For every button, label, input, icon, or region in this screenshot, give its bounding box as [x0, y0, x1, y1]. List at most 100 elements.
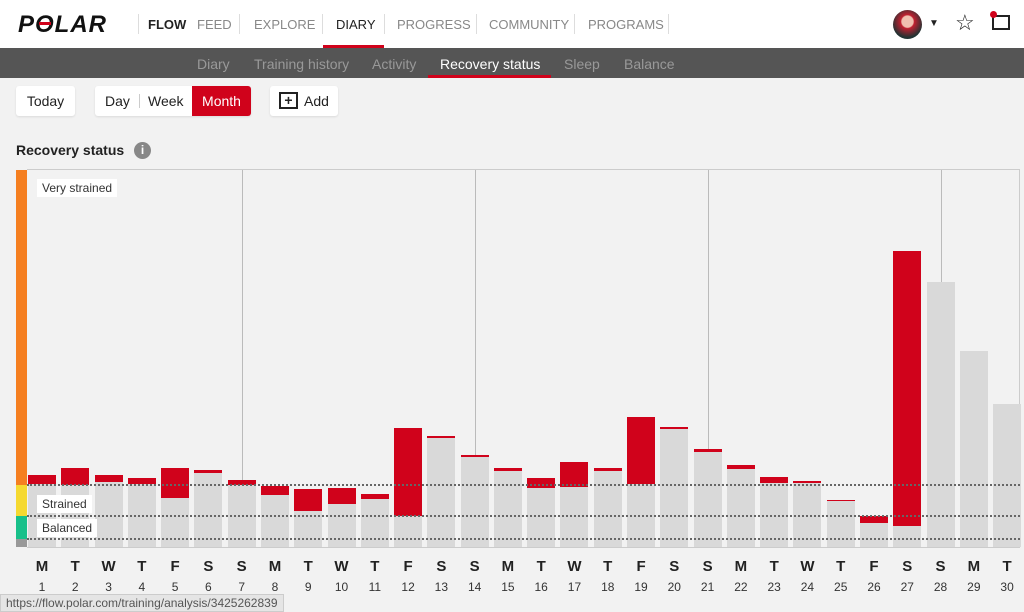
active-indicator: [323, 45, 384, 48]
day-bar[interactable]: [227, 479, 256, 547]
weekday-label: T: [370, 558, 380, 575]
weekday-label: T: [769, 558, 779, 575]
strain-bar[interactable]: [793, 481, 822, 483]
weekday-label: M: [734, 558, 748, 575]
flow-label[interactable]: FLOW: [148, 17, 187, 32]
caret-down-icon[interactable]: ▼: [929, 18, 939, 29]
nav-community[interactable]: COMMUNITY: [489, 17, 570, 32]
week-separator: [474, 170, 476, 455]
day-bar[interactable]: [194, 470, 223, 547]
nav-progress[interactable]: PROGRESS: [397, 17, 471, 32]
date-label: 1: [38, 580, 46, 594]
strain-bar[interactable]: [227, 479, 256, 486]
strain-bar[interactable]: [194, 470, 223, 474]
day-bar[interactable]: [993, 404, 1022, 547]
strain-bar[interactable]: [394, 427, 423, 517]
weekday-label: F: [636, 558, 646, 575]
add-label: Add: [304, 93, 329, 109]
strain-bar[interactable]: [427, 436, 456, 439]
date-label: 18: [601, 580, 615, 594]
day-bar[interactable]: [527, 478, 556, 547]
strain-bar[interactable]: [760, 476, 789, 483]
day-bar[interactable]: [593, 467, 622, 547]
divider: [322, 14, 323, 34]
nav-feed[interactable]: FEED: [197, 17, 232, 32]
nav-explore[interactable]: EXPLORE: [254, 17, 316, 32]
strain-bar[interactable]: [28, 474, 56, 485]
strain-bar[interactable]: [260, 485, 289, 495]
weekday-label: W: [800, 558, 815, 575]
add-button[interactable]: + Add: [270, 86, 338, 116]
avatar[interactable]: [893, 10, 922, 39]
date-label: 17: [567, 580, 582, 594]
calendar-add-icon: +: [279, 92, 298, 109]
message-icon[interactable]: [992, 15, 1010, 30]
strain-bar[interactable]: [493, 467, 522, 471]
strain-bar[interactable]: [94, 474, 123, 483]
day-bar[interactable]: [959, 350, 988, 547]
week-button[interactable]: Week: [148, 93, 184, 109]
strain-bar[interactable]: [826, 499, 855, 502]
star-icon[interactable]: ☆: [955, 10, 975, 35]
sub-nav: Diary Training history Activity Recovery…: [0, 48, 1024, 78]
day-bar[interactable]: [793, 481, 822, 547]
subtab-sleep[interactable]: Sleep: [564, 56, 600, 72]
strain-bar[interactable]: [560, 462, 589, 488]
strain-bar[interactable]: [627, 416, 656, 485]
strain-bar[interactable]: [893, 251, 922, 526]
day-bar[interactable]: [926, 281, 955, 547]
day-bar[interactable]: [94, 474, 123, 547]
strain-bar[interactable]: [327, 487, 356, 504]
weekday-label: S: [436, 558, 447, 575]
today-button[interactable]: Today: [16, 86, 75, 116]
subtab-diary[interactable]: Diary: [197, 56, 230, 72]
day-bar[interactable]: [693, 448, 722, 547]
strain-bar[interactable]: [693, 448, 722, 452]
day-bar[interactable]: [127, 478, 156, 547]
weekday-label: M: [35, 558, 49, 575]
active-subtab-indicator: [428, 75, 551, 78]
strain-bar[interactable]: [660, 427, 689, 429]
strain-bar[interactable]: [61, 467, 90, 486]
zone-label-strained: Strained: [37, 495, 92, 513]
day-button[interactable]: Day: [105, 93, 130, 109]
date-label: 6: [205, 580, 212, 594]
day-bar[interactable]: [760, 476, 789, 547]
weekday-label: S: [902, 558, 913, 575]
weekday-label: F: [403, 558, 413, 575]
subtab-training-history[interactable]: Training history: [254, 56, 350, 72]
strain-bar[interactable]: [294, 488, 323, 511]
subtab-recovery-status[interactable]: Recovery status: [440, 56, 541, 72]
day-bar[interactable]: [726, 464, 755, 547]
nav-programs[interactable]: PROGRAMS: [588, 17, 664, 32]
polar-logo[interactable]: POLAR: [18, 11, 107, 38]
day-bar[interactable]: [493, 467, 522, 547]
info-icon[interactable]: i: [134, 142, 151, 159]
subtab-activity[interactable]: Activity: [372, 56, 417, 72]
strain-bar[interactable]: [460, 455, 489, 457]
weekday-label: S: [236, 558, 247, 575]
base-threshold-line: [27, 538, 1020, 540]
weekday-label: M: [501, 558, 515, 575]
subtab-balance[interactable]: Balance: [624, 56, 675, 72]
strain-bar[interactable]: [860, 516, 888, 523]
strain-bar[interactable]: [127, 478, 156, 485]
week-separator: [940, 170, 942, 282]
day-bar[interactable]: [660, 427, 689, 547]
date-label: 10: [334, 580, 349, 594]
day-bar[interactable]: [427, 436, 456, 547]
strain-bar[interactable]: [726, 464, 755, 469]
month-button[interactable]: Month: [192, 86, 251, 116]
date-label: 26: [867, 580, 881, 594]
day-bar[interactable]: [460, 455, 489, 547]
strain-bar[interactable]: [593, 467, 622, 471]
nav-diary[interactable]: DIARY: [336, 17, 376, 32]
date-label: 3: [105, 580, 112, 594]
weekday-label: S: [203, 558, 214, 575]
strain-bar[interactable]: [360, 493, 389, 500]
strain-bar[interactable]: [161, 467, 190, 498]
date-label: 16: [534, 580, 548, 594]
weekday-label: S: [669, 558, 680, 575]
strained-threshold-line: [27, 484, 1020, 486]
strain-bar[interactable]: [527, 478, 556, 488]
